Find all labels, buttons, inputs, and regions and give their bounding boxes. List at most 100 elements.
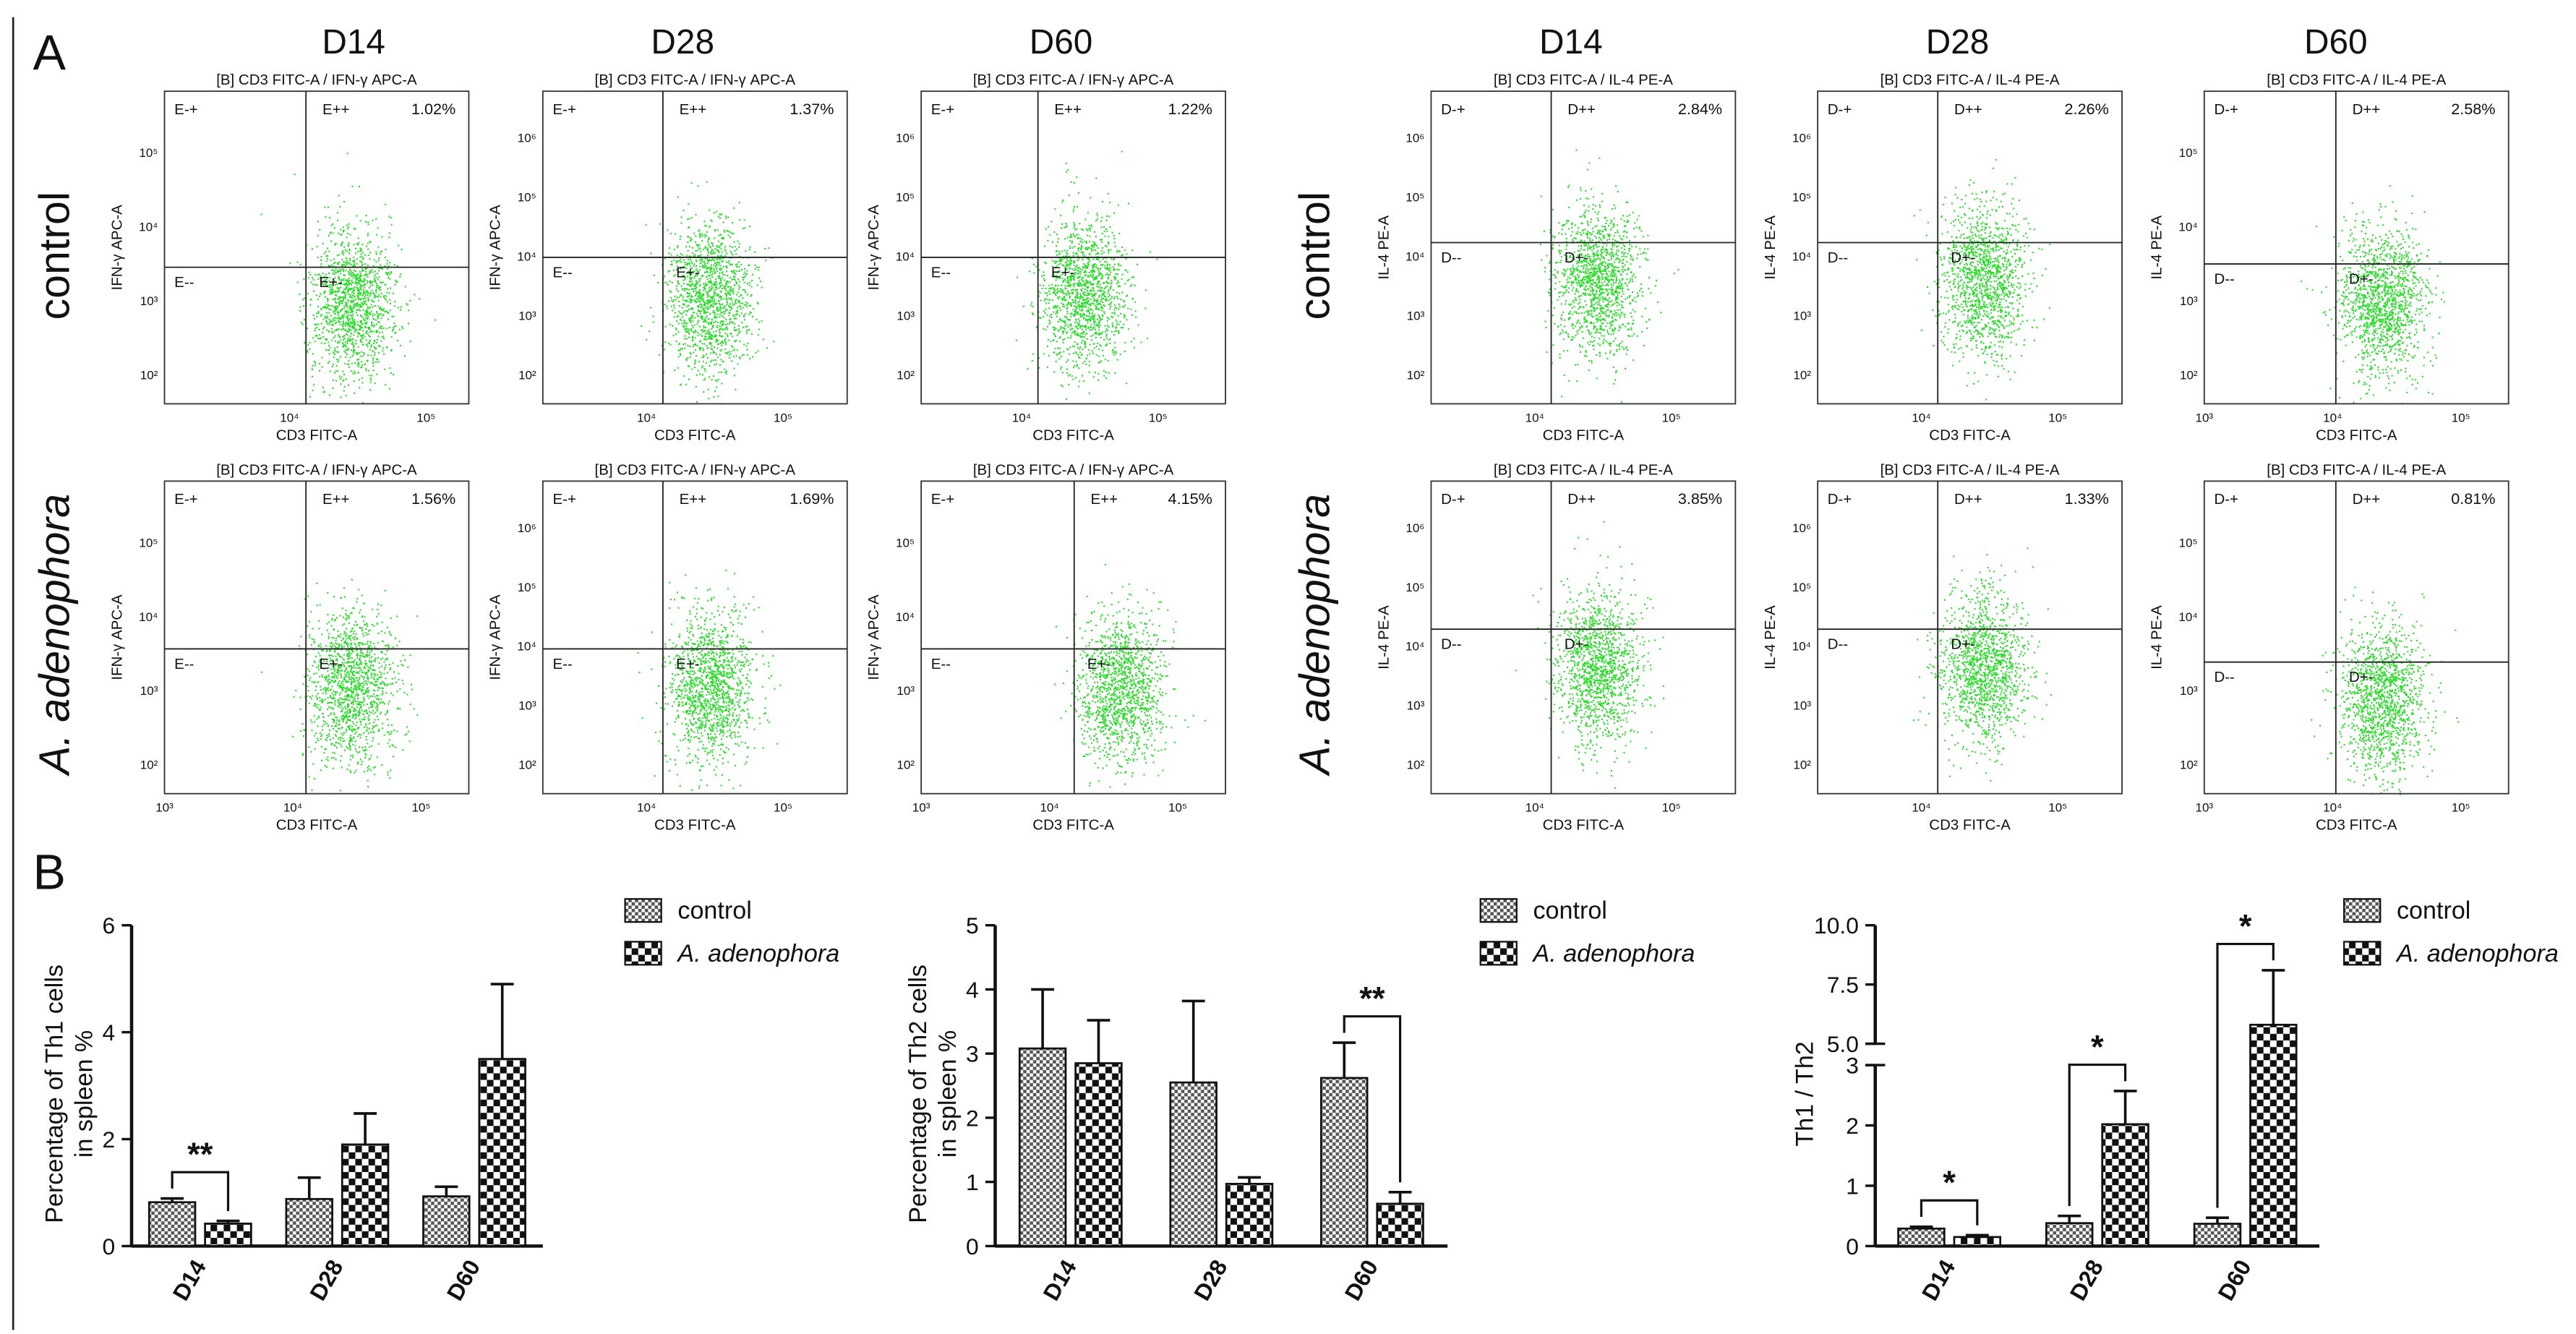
- quadrant-label-ll: E--: [931, 656, 951, 672]
- legend-label-treated: A. adenophora: [1532, 940, 1695, 967]
- col-title-left-d14: D14: [322, 23, 385, 61]
- y-tick-label: 10⁴: [1792, 640, 1811, 654]
- quadrant-percent: 0.81%: [2451, 489, 2495, 508]
- flow-plot-il4-control-d60: [B] CD3 FITC-A / IL-4 PE-A D-+ D++ D-- D+- 2.…: [2149, 72, 2509, 444]
- quadrant-label-ll: D--: [2214, 270, 2234, 287]
- quadrant-label-ul: E-+: [552, 491, 575, 508]
- flow-dots: [1515, 521, 1665, 790]
- y-axis-label: in spleen %: [70, 1030, 98, 1158]
- bar-treated-d28: [1225, 1182, 1274, 1247]
- x-category-label: D60: [1340, 1255, 1383, 1305]
- quadrant-percent: 1.37%: [790, 100, 834, 118]
- col-title-right-d60: D60: [2304, 23, 2368, 61]
- col-title-right-d14: D14: [1539, 23, 1603, 61]
- quadrant-label-ll: D--: [1441, 636, 1461, 652]
- significance-bracket: [2068, 1063, 2127, 1207]
- y-tick-label: 4: [103, 1019, 116, 1046]
- significance-label: **: [1359, 980, 1385, 1017]
- legend-swatch-treated: [2343, 941, 2382, 966]
- y-axis-label: IL-4 PE-A: [1762, 605, 1779, 670]
- quadrant-label-ll: D--: [1828, 636, 1848, 652]
- flow-cytometry-plots: [B] CD3 FITC-A / IFN-γ APC-A E-+ E++ E-- E+-…: [108, 72, 2509, 834]
- flow-plot-frame: [542, 90, 848, 405]
- quadrant-label-ur: E++: [1090, 491, 1118, 508]
- y-tick-label: 10³: [1793, 699, 1811, 713]
- x-category-label: D28: [2065, 1255, 2108, 1305]
- quadrant-label-ur: D++: [2353, 491, 2381, 508]
- x-axis-label: CD3 FITC-A: [1929, 817, 2011, 834]
- flow-plot-ifng-control-d28: [B] CD3 FITC-A / IFN-γ APC-A E-+ E++ E-- E+-…: [487, 72, 848, 444]
- significance-bracket: [1343, 1015, 1402, 1183]
- x-tick-label: 10⁴: [283, 801, 302, 815]
- y-axis-label: IFN-γ APC-A: [865, 205, 882, 291]
- flow-dots: [641, 181, 775, 405]
- x-tick-label: 10⁵: [1168, 801, 1187, 815]
- quadrant-label-ll: E--: [552, 264, 572, 281]
- flow-dots: [2301, 185, 2445, 405]
- flow-plot-header: [B] CD3 FITC-A / IFN-γ APC-A: [216, 72, 417, 88]
- y-tick-label: 10³: [1793, 309, 1811, 322]
- y-tick-label: 2: [1846, 1113, 1859, 1139]
- flow-plot-ifng-control-d14: [B] CD3 FITC-A / IFN-γ APC-A E-+ E++ E-- E+-…: [108, 72, 470, 444]
- y-tick-label: 10²: [140, 368, 158, 382]
- quadrant-label-ll: E--: [931, 264, 951, 281]
- bar-control-d28: [285, 1197, 333, 1247]
- x-tick-label: 10⁵: [774, 801, 792, 815]
- y-tick-label: 10⁵: [1405, 581, 1424, 594]
- y-tick-label: 10⁴: [1792, 250, 1811, 264]
- y-tick-label: 10⁵: [896, 191, 915, 205]
- y-tick-label: 10⁵: [1792, 191, 1811, 205]
- y-tick-label: 10⁵: [139, 536, 158, 550]
- y-tick-label: 10³: [140, 294, 158, 308]
- y-tick-label: 10²: [1407, 758, 1425, 772]
- col-title-right-d28: D28: [1926, 23, 1990, 61]
- y-tick-label: 10²: [1793, 758, 1811, 772]
- x-category-label: D28: [1189, 1255, 1232, 1305]
- flow-plot-frame: [1430, 480, 1737, 795]
- row-title-left-control: control: [30, 192, 79, 320]
- quadrant-label-ll: D--: [2214, 669, 2234, 685]
- flow-dots: [261, 578, 419, 792]
- flow-plot-header: [B] CD3 FITC-A / IL-4 PE-A: [1494, 72, 1673, 88]
- y-tick-label: 10⁴: [1405, 640, 1424, 654]
- quadrant-label-ur: D++: [1954, 491, 1982, 508]
- x-axis-label: CD3 FITC-A: [2316, 817, 2397, 834]
- flow-dots: [1913, 159, 2051, 401]
- y-axis-label: IL-4 PE-A: [2149, 215, 2165, 280]
- quadrant-label-ur: D++: [2353, 101, 2381, 118]
- y-tick-label: 10.0: [1814, 912, 1859, 938]
- col-title-left-d28: D28: [651, 23, 714, 61]
- y-tick-label: 10³: [1407, 309, 1425, 322]
- x-tick-label: 10⁵: [1662, 801, 1681, 815]
- col-title-left-d60: D60: [1030, 23, 1093, 61]
- y-tick-label: 10²: [1407, 368, 1425, 382]
- quadrant-label-lr: E+-: [319, 274, 342, 291]
- x-tick-label: 10⁴: [280, 411, 299, 424]
- y-tick-label: 0: [1846, 1233, 1859, 1260]
- significance-label: *: [2091, 1028, 2104, 1065]
- y-tick-label: 10⁶: [896, 132, 915, 145]
- quadrant-label-lr: E+-: [1087, 656, 1111, 672]
- quadrant-label-ul: D-+: [1828, 101, 1852, 118]
- flow-plot-frame: [163, 480, 470, 795]
- x-tick-label: 10⁵: [774, 411, 792, 424]
- x-tick-label: 10⁵: [2048, 411, 2067, 424]
- y-tick-label: 10⁶: [1792, 132, 1811, 145]
- quadrant-label-ul: E-+: [931, 101, 954, 118]
- y-tick-label: 10⁴: [517, 640, 536, 654]
- bar-control-d28: [2045, 1222, 2094, 1247]
- quadrant-label-lr: E+-: [1051, 264, 1074, 281]
- x-axis-label: CD3 FITC-A: [1032, 817, 1114, 834]
- y-tick-label: 10²: [2180, 368, 2198, 382]
- y-tick-label: 3: [1846, 1052, 1859, 1078]
- quadrant-label-ll: D--: [1441, 249, 1461, 266]
- quadrant-percent: 3.85%: [1678, 489, 1722, 508]
- quadrant-label-ur: E++: [322, 491, 350, 508]
- significance-label: *: [2239, 907, 2252, 944]
- y-tick-label: 10³: [140, 684, 158, 698]
- x-tick-label: 10³: [2195, 411, 2213, 424]
- y-tick-label: 10⁴: [139, 610, 158, 624]
- x-axis-label: CD3 FITC-A: [276, 427, 358, 444]
- bar-treated-d14: [1953, 1236, 2002, 1247]
